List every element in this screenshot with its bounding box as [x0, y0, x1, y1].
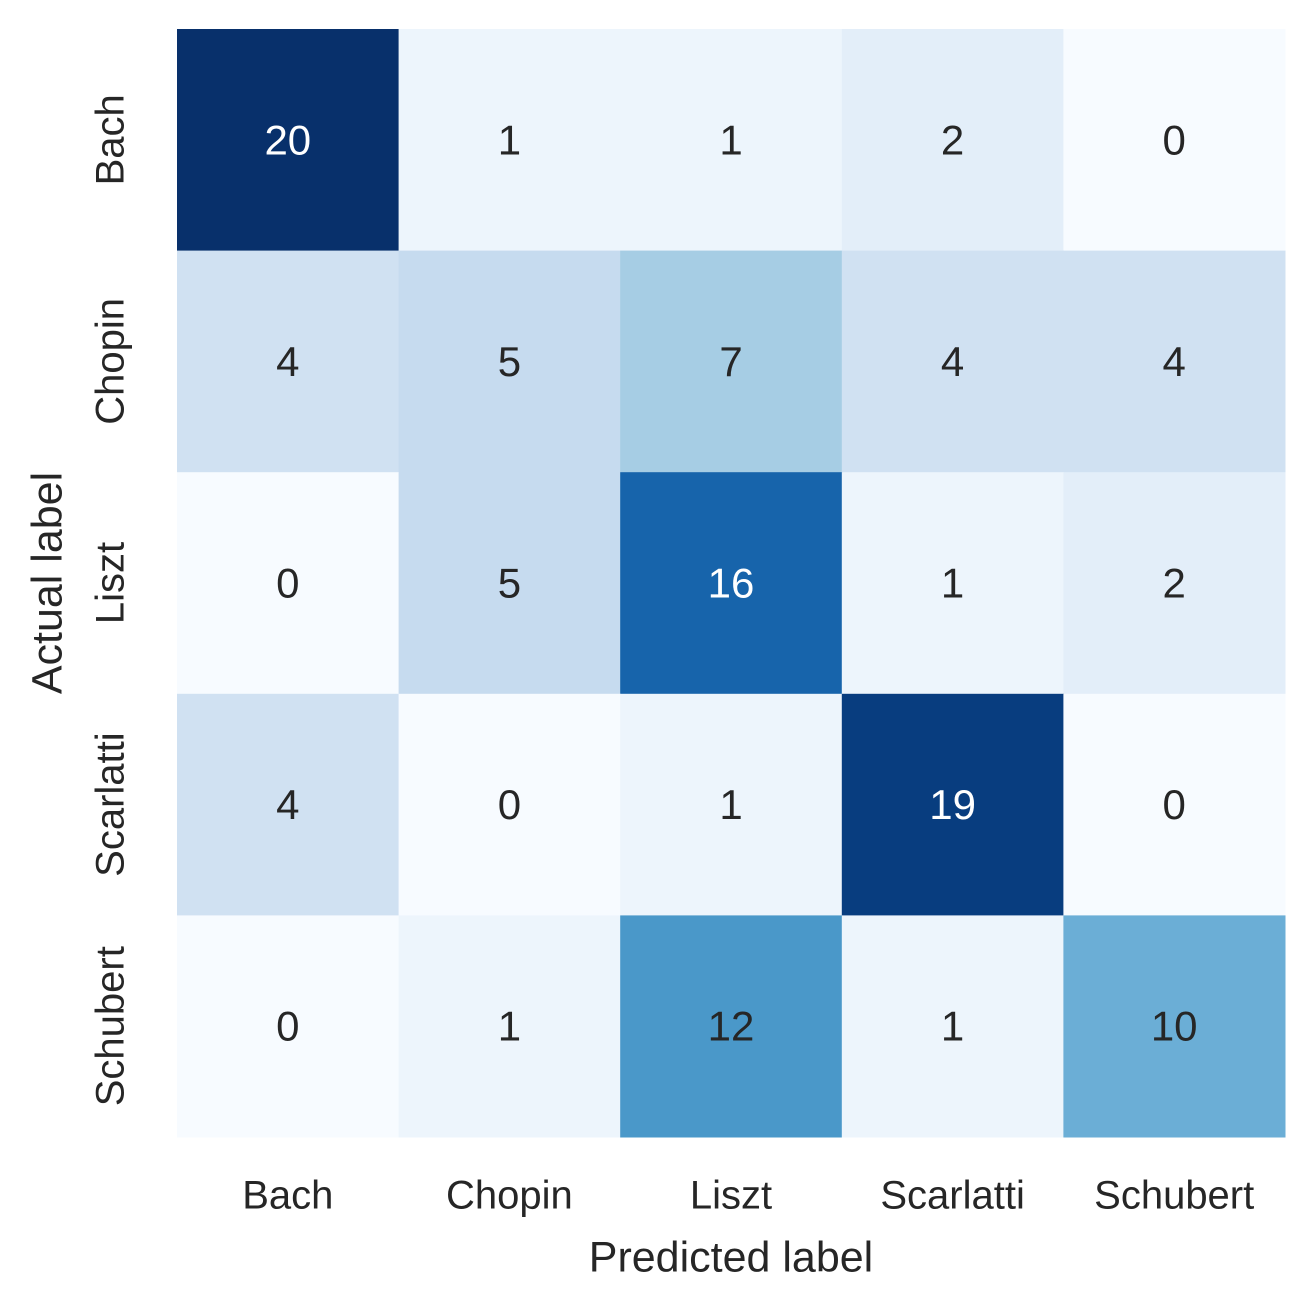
cell-value-label: 16 — [708, 560, 755, 607]
heatmap-cell — [398, 29, 621, 252]
y-tick-label: Scarlatti — [89, 732, 133, 877]
x-axis-label: Predicted label — [589, 1233, 873, 1281]
heatmap-cell — [398, 472, 621, 695]
cell-value-label: 5 — [498, 338, 521, 385]
cell-value-label: 0 — [498, 781, 521, 828]
cell-value-label: 0 — [1163, 116, 1186, 163]
cell-value-label: 0 — [276, 560, 299, 607]
x-tick-labels: Bach Chopin Liszt Scarlatti Schubert — [242, 1174, 1254, 1218]
heatmap-cell — [398, 250, 621, 473]
heatmap-cell — [620, 250, 843, 473]
cell-value-label: 20 — [264, 116, 311, 163]
heatmap-cell — [1063, 915, 1286, 1138]
y-tick-labels: Bach Chopin Liszt Scarlatti Schubert — [89, 94, 133, 1106]
heatmap-cell — [841, 250, 1064, 473]
x-tick-label: Schubert — [1094, 1174, 1254, 1218]
heatmap-cell — [177, 29, 400, 252]
heatmap-cell — [1063, 472, 1286, 695]
heatmap-cell — [1063, 693, 1286, 916]
heatmap-cell — [841, 915, 1064, 1138]
cell-value-label: 4 — [1163, 338, 1186, 385]
cell-value-label: 1 — [498, 116, 521, 163]
heatmap-cell — [177, 472, 400, 695]
cell-value-label: 2 — [941, 116, 964, 163]
x-tick-label: Scarlatti — [880, 1174, 1025, 1218]
heatmap-cells: 20 1 1 2 04 5 7 4 40 5 16 1 24 0 1 19 00 1 12 1 10 — [177, 29, 1286, 1138]
y-axis-label: Actual label — [23, 472, 71, 694]
cell-value-label: 2 — [1163, 560, 1186, 607]
heatmap-cell — [620, 472, 843, 695]
heatmap-cell — [177, 915, 400, 1138]
cell-value-label: 5 — [498, 560, 521, 607]
cell-value-label: 1 — [941, 560, 964, 607]
heatmap-cell — [841, 29, 1064, 252]
cell-value-label: 1 — [498, 1003, 521, 1050]
heatmap-cell — [398, 693, 621, 916]
cell-value-label: 4 — [276, 781, 299, 828]
x-tick-label: Chopin — [446, 1174, 573, 1218]
heatmap-cell — [1063, 29, 1286, 252]
cell-value-label: 4 — [276, 338, 299, 385]
cell-value-label: 4 — [941, 338, 964, 385]
cell-value-label: 1 — [941, 1003, 964, 1050]
cell-value-label: 1 — [719, 116, 742, 163]
heatmap-cell — [620, 915, 843, 1138]
cell-value-label: 10 — [1151, 1003, 1198, 1050]
cell-value-label: 0 — [276, 1003, 299, 1050]
y-tick-label: Schubert — [89, 946, 133, 1106]
y-tick-label: Bach — [89, 94, 133, 185]
y-tick-label: Chopin — [89, 298, 133, 425]
heatmap-cell — [841, 472, 1064, 695]
cell-value-label: 19 — [929, 781, 976, 828]
heatmap-cell — [620, 29, 843, 252]
cell-value-label: 1 — [719, 781, 742, 828]
heatmap-cell — [177, 250, 400, 473]
cell-value-label: 12 — [708, 1003, 755, 1050]
heatmap-cell — [177, 693, 400, 916]
heatmap-cell — [620, 693, 843, 916]
heatmap-cell — [1063, 250, 1286, 473]
heatmap-cell — [841, 693, 1064, 916]
cell-value-label: 7 — [719, 338, 742, 385]
y-tick-label: Liszt — [89, 542, 133, 624]
x-tick-label: Liszt — [690, 1174, 772, 1218]
x-tick-label: Bach — [242, 1174, 333, 1218]
heatmap-cell — [398, 915, 621, 1138]
cell-value-label: 0 — [1163, 781, 1186, 828]
